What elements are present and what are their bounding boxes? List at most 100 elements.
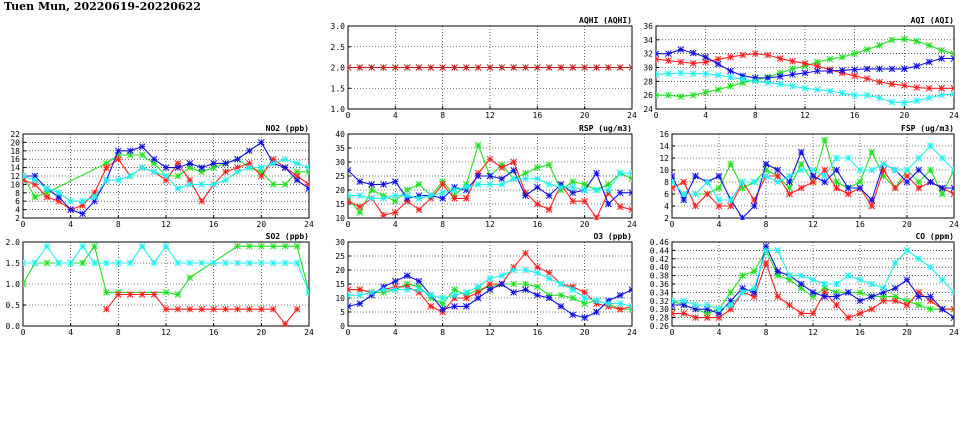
data-point-green <box>415 181 423 188</box>
data-point-red <box>103 164 110 171</box>
x-tick-label: 20 <box>902 220 912 229</box>
data-point-cyan <box>950 166 954 174</box>
data-point-cyan <box>833 154 840 162</box>
data-point-green <box>689 91 697 99</box>
y-tick-label: 2 <box>15 214 20 223</box>
data-point-cyan <box>91 193 98 201</box>
data-point-green <box>903 297 911 305</box>
data-point-blue <box>557 303 565 310</box>
y-tick-label: 20 <box>335 266 345 275</box>
data-point-red <box>739 51 747 59</box>
data-point-red <box>616 305 624 313</box>
data-point-blue <box>569 189 577 197</box>
data-point-blue <box>715 172 723 180</box>
data-point-cyan <box>938 276 946 284</box>
data-point-green <box>797 160 805 168</box>
series-cyan <box>348 169 632 202</box>
data-point-cyan <box>821 172 829 180</box>
y-tick-label: 12 <box>10 172 20 181</box>
data-point-blue <box>522 192 529 199</box>
data-point-green <box>198 168 206 176</box>
data-point-green <box>838 53 846 61</box>
data-point-cyan <box>628 169 632 177</box>
data-point-aqhi <box>581 64 589 71</box>
data-point-cyan <box>545 181 553 188</box>
data-point-cyan <box>703 178 711 186</box>
y-tick-label: 2.0 <box>6 238 21 247</box>
data-point-cyan <box>903 166 911 174</box>
data-point-red <box>750 196 758 204</box>
data-point-cyan <box>557 183 565 191</box>
y-tick-label: 0.5 <box>6 301 21 310</box>
data-point-red <box>727 53 734 61</box>
data-point-cyan <box>727 73 734 81</box>
data-point-green <box>581 181 589 188</box>
data-point-blue <box>856 184 864 192</box>
data-point-red <box>821 289 829 296</box>
data-point-red <box>703 190 711 198</box>
data-point-blue <box>533 291 541 299</box>
data-point-blue <box>863 65 871 73</box>
x-tick-label: 12 <box>800 111 810 120</box>
data-point-blue <box>462 303 470 310</box>
x-tick-label: 16 <box>855 328 865 337</box>
data-point-red <box>903 172 911 180</box>
series-aqhi <box>348 64 632 71</box>
data-point-cyan <box>257 164 265 171</box>
data-point-red <box>281 320 289 328</box>
data-point-cyan <box>927 263 934 271</box>
data-point-blue <box>474 294 482 302</box>
data-point-blue <box>714 60 722 68</box>
data-point-cyan <box>55 259 63 267</box>
y-tick-label: 32 <box>643 50 653 59</box>
data-point-cyan <box>114 259 122 267</box>
data-point-red <box>198 305 206 313</box>
data-point-blue <box>888 65 896 73</box>
data-point-cyan <box>545 275 553 282</box>
data-point-blue <box>150 155 158 163</box>
x-tick-label: 0 <box>21 220 26 229</box>
data-point-blue <box>356 178 364 185</box>
y-tick-label: 30 <box>335 238 345 247</box>
data-point-red <box>474 289 482 296</box>
data-point-green <box>677 93 685 100</box>
data-point-green <box>451 286 458 293</box>
data-point-blue <box>915 293 923 300</box>
data-point-cyan <box>672 297 676 305</box>
data-point-red <box>569 197 577 205</box>
y-tick-label: 0.0 <box>6 322 21 331</box>
data-point-blue <box>593 169 600 177</box>
y-tick-label: 6 <box>15 197 20 206</box>
y-tick-label: 16 <box>10 155 20 164</box>
data-point-red <box>510 158 518 166</box>
data-point-green <box>702 89 710 96</box>
data-point-cyan <box>581 186 589 194</box>
x-tick-label: 20 <box>580 328 590 337</box>
data-point-red <box>888 80 896 88</box>
data-point-blue <box>876 65 883 73</box>
y-tick-label: 26 <box>643 91 653 100</box>
data-point-green <box>269 181 277 188</box>
data-point-cyan <box>833 280 840 288</box>
data-point-cyan <box>427 291 435 299</box>
data-point-cyan <box>915 154 923 162</box>
data-point-red <box>868 202 876 210</box>
x-tick-label: 0 <box>346 328 351 337</box>
data-point-cyan <box>368 289 376 296</box>
data-point-green <box>739 272 746 279</box>
data-point-blue <box>868 293 876 300</box>
data-point-red <box>186 176 194 184</box>
data-point-green <box>665 91 672 99</box>
data-point-red <box>415 206 423 213</box>
data-point-red <box>751 50 759 58</box>
y-tick-label: 15 <box>335 200 345 209</box>
x-tick-label: 20 <box>902 328 912 337</box>
data-point-blue <box>498 175 506 183</box>
data-point-cyan <box>138 164 146 171</box>
data-point-red <box>126 291 134 298</box>
data-point-cyan <box>498 272 506 279</box>
data-point-cyan <box>692 190 699 198</box>
data-point-blue <box>776 73 784 80</box>
data-point-blue <box>281 164 289 171</box>
data-point-red <box>814 62 821 70</box>
